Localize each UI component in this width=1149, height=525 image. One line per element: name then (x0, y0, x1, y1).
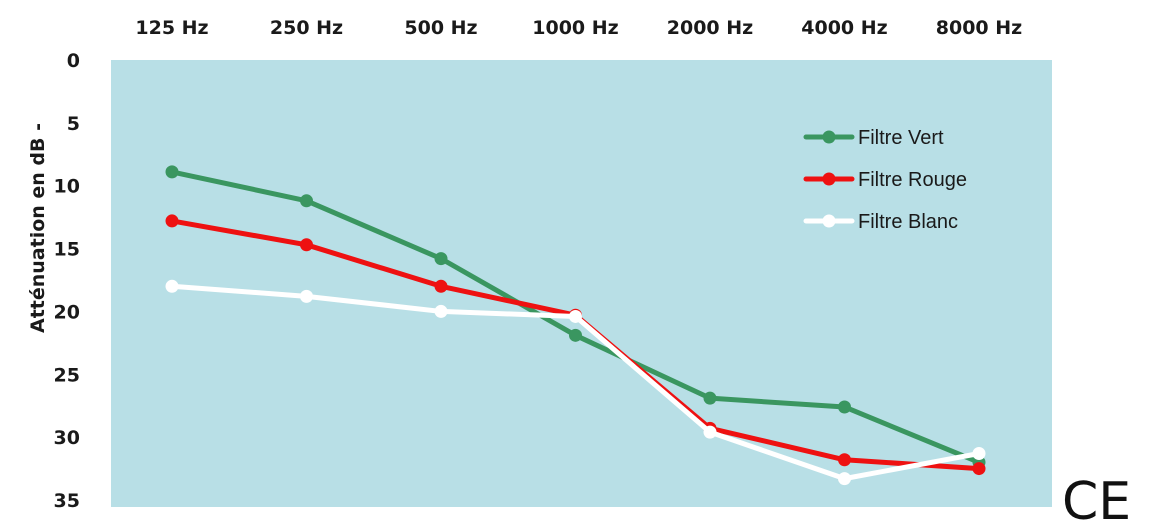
legend-swatch-marker (822, 172, 836, 186)
legend-swatch-marker (822, 130, 836, 144)
ce-mark: CE (1062, 472, 1131, 525)
y-tick-label: 0 (67, 50, 80, 72)
data-point (838, 400, 851, 414)
x-tick-label: 2000 Hz (667, 17, 753, 39)
data-point (434, 304, 448, 318)
data-point (569, 309, 582, 323)
y-tick-label: 20 (54, 301, 80, 323)
y-tick-label: 15 (54, 239, 80, 261)
x-tick-label: 125 Hz (135, 17, 208, 39)
x-tick-label: 8000 Hz (936, 17, 1022, 39)
y-tick-label: 10 (54, 176, 80, 198)
data-point (703, 391, 717, 405)
x-tick-label: 250 Hz (270, 17, 343, 39)
data-point (838, 472, 851, 486)
legend-label: Filtre Blanc (858, 211, 958, 233)
data-point (300, 238, 313, 252)
data-point (703, 425, 717, 439)
y-axis-label: Atténuation en dB - (27, 123, 49, 333)
series-filtre-blanc (165, 279, 986, 486)
legend: Filtre Vert Filtre Rouge Filtre Blanc (803, 127, 967, 233)
data-point (972, 446, 986, 460)
legend-swatch-marker (822, 214, 836, 228)
data-point (165, 165, 179, 179)
series-filtre-vert (165, 165, 986, 469)
plot-area (111, 60, 1052, 507)
data-point (434, 279, 448, 293)
data-point (300, 194, 313, 208)
y-tick-label: 30 (54, 427, 80, 449)
data-point (972, 462, 986, 476)
data-point (434, 252, 448, 266)
legend-label: Filtre Rouge (858, 169, 967, 191)
legend-label: Filtre Vert (858, 127, 944, 149)
x-tick-label: 4000 Hz (801, 17, 887, 39)
data-point (838, 453, 851, 467)
legend-item: Filtre Vert (803, 127, 944, 149)
data-point (165, 214, 179, 228)
y-tick-label: 25 (54, 364, 80, 386)
data-point (300, 289, 313, 303)
x-tick-label: 1000 Hz (532, 17, 618, 39)
legend-item: Filtre Blanc (803, 211, 958, 233)
y-tick-label: 5 (67, 113, 80, 135)
y-tick-label: 35 (54, 490, 80, 512)
y-tick-labels: 0 5 10 15 20 25 30 35 (54, 50, 80, 512)
x-tick-label: 500 Hz (404, 17, 477, 39)
x-tick-labels: 125 Hz 250 Hz 500 Hz 1000 Hz 2000 Hz 4000 Hz 8… (135, 17, 1022, 39)
series-layer (165, 165, 986, 486)
legend-item: Filtre Rouge (803, 169, 967, 191)
data-point (165, 279, 179, 293)
data-point (569, 328, 582, 342)
